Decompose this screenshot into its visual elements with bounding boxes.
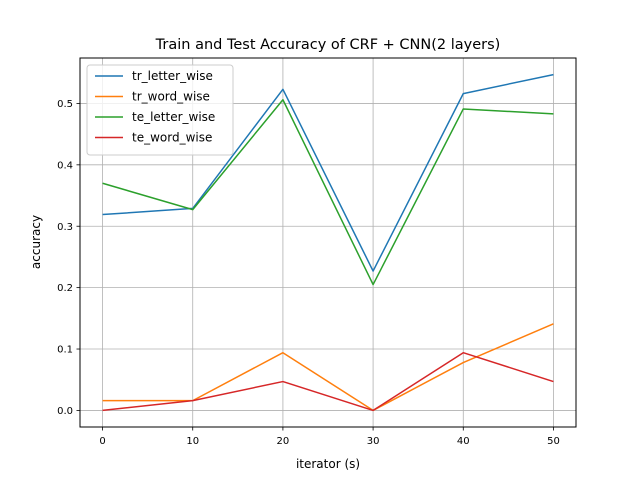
legend: tr_letter_wise tr_word_wise te_letter_wise… <box>86 64 234 156</box>
legend-label: te_word_wise <box>132 131 212 145</box>
y-tick-label: 0.2 <box>57 283 73 294</box>
x-tick-label: 30 <box>367 436 380 447</box>
y-axis-label: accuracy <box>29 215 43 269</box>
series-line-tr-letter-wise <box>102 73 554 272</box>
x-tick-label: 10 <box>186 436 199 447</box>
x-axis: 0 10 20 30 40 50 <box>99 427 560 447</box>
y-tick-label: 0.0 <box>57 406 73 417</box>
series-line-tr-word-wise <box>102 323 554 412</box>
x-tick-label: 50 <box>547 436 560 447</box>
legend-label: te_letter_wise <box>132 110 215 124</box>
x-tick-label: 20 <box>277 436 290 447</box>
grid <box>80 58 576 427</box>
legend-box <box>86 64 234 156</box>
y-axis: 0.0 0.1 0.2 0.3 0.4 0.5 <box>57 99 80 417</box>
legend-label: tr_word_wise <box>132 90 210 104</box>
series-line-te-word-wise <box>102 351 554 412</box>
x-axis-label: iterator (s) <box>296 457 360 471</box>
x-tick-label: 0 <box>99 436 105 447</box>
y-tick-label: 0.4 <box>57 160 73 171</box>
x-tick-label: 40 <box>457 436 470 447</box>
series-lines <box>102 73 554 412</box>
y-tick-label: 0.5 <box>57 99 73 110</box>
plot-frame <box>79 57 577 428</box>
y-tick-label: 0.1 <box>57 345 73 356</box>
series-line-te-letter-wise <box>102 99 554 286</box>
legend-label: tr_letter_wise <box>132 69 213 83</box>
y-tick-label: 0.3 <box>57 222 73 233</box>
chart-title: Train and Test Accuracy of CRF + CNN(2 l… <box>155 37 501 53</box>
